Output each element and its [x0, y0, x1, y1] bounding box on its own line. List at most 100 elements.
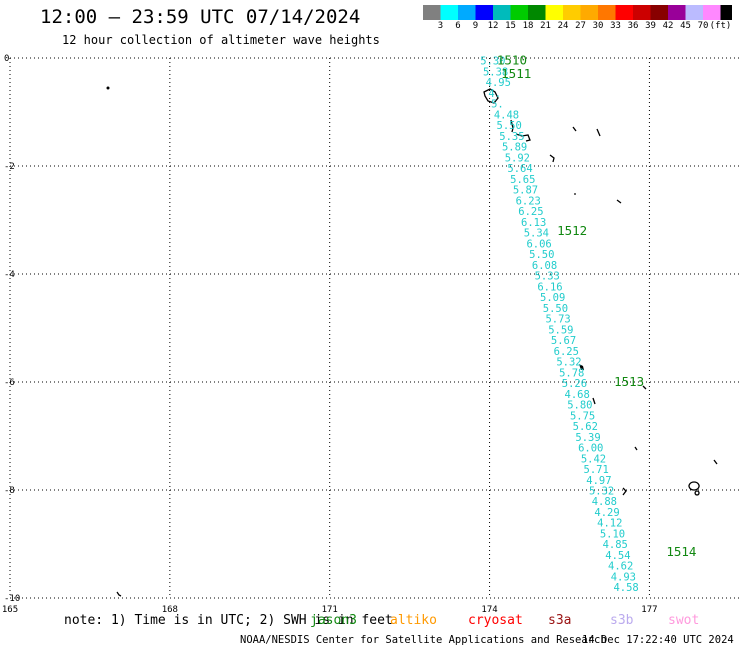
- wave-height-label: 5.26: [562, 378, 587, 390]
- colorbar-swatch: [720, 5, 732, 20]
- wave-height-label: 5.34: [524, 228, 549, 240]
- colorbar-label: 15: [505, 21, 516, 31]
- colorbar-label: 18: [522, 21, 534, 31]
- satellite-s3a: s3a: [548, 613, 572, 628]
- wave-height-label: 5.73: [545, 314, 570, 326]
- wave-height-label: 6.00: [578, 443, 603, 455]
- wave-height-label: 4.48: [494, 109, 519, 121]
- island: [116, 591, 122, 597]
- wave-height-label: 4.12: [597, 518, 622, 530]
- island-outlines: [106, 86, 718, 597]
- wave-height-label: 4.68: [565, 389, 590, 401]
- colorbar-swatch: [440, 5, 458, 20]
- island: [596, 128, 601, 137]
- wave-height-label: 5.33: [535, 271, 560, 283]
- wave-height-label: 5.67: [551, 335, 576, 347]
- colorbar-label: 30: [592, 21, 604, 31]
- colorbar-swatch: [615, 5, 633, 20]
- wave-height-label: 4.58: [613, 582, 638, 594]
- colorbar-swatch: [545, 5, 563, 20]
- island: [572, 126, 577, 132]
- wave-height-label: 4.29: [594, 507, 619, 519]
- lat-tick-label: -8: [4, 486, 15, 496]
- wave-height-label: 4.95: [486, 77, 511, 89]
- colorbar-label: 12: [487, 21, 499, 31]
- colorbar-swatch: [650, 5, 668, 20]
- wave-height-label: 4.88: [592, 496, 617, 508]
- island: [634, 446, 638, 451]
- wave-height-label: 5.: [491, 99, 504, 111]
- lat-tick-label: -10: [4, 594, 20, 604]
- island: [642, 385, 647, 390]
- pass-label: 1512: [557, 223, 587, 238]
- wave-height-label: 6.23: [516, 195, 541, 207]
- wave-height-label: 5.09: [540, 292, 565, 304]
- colorbar-swatch: [668, 5, 686, 20]
- wave-height-label: 5.10: [600, 528, 625, 540]
- wave-height-label: 5.71: [584, 464, 609, 476]
- colorbar-label: (ft): [709, 21, 732, 31]
- colorbar-swatch: [493, 5, 511, 20]
- pass-label: 1510: [497, 53, 527, 68]
- wave-height-colorbar: [423, 5, 732, 20]
- colorbar-label: 33: [610, 21, 621, 31]
- satellite-jason3: jason3: [310, 613, 357, 628]
- page-subtitle: 12 hour collection of altimeter wave hei…: [62, 33, 380, 47]
- wave-height-label: 4.: [488, 88, 501, 100]
- footnote: note: 1) Time is in UTC; 2) SWH is in fe…: [64, 613, 393, 628]
- wave-height-label: 4.85: [603, 539, 628, 551]
- wave-height-label: 6.25: [518, 206, 543, 218]
- colorbar-label: 39: [645, 21, 656, 31]
- colorbar-swatch: [458, 5, 476, 20]
- wave-height-label: 6.08: [532, 260, 557, 272]
- wave-height-label: 5.89: [502, 142, 527, 154]
- lon-tick-label: 174: [481, 605, 497, 612]
- island: [713, 459, 718, 465]
- page-title: 12:00 – 23:59 UTC 07/14/2024: [40, 6, 361, 28]
- lat-tick-label: -6: [4, 378, 15, 388]
- satellite-swot: swot: [668, 613, 700, 628]
- island: [592, 397, 596, 405]
- wave-height-label: 5.75: [570, 410, 595, 422]
- wave-height-label: 5.80: [567, 400, 592, 412]
- wave-height-label: 5.50: [529, 249, 554, 261]
- wave-height-label: 5.65: [510, 174, 535, 186]
- satellite-altiko: altiko: [390, 613, 437, 628]
- wave-height-label: 5.92: [505, 152, 530, 164]
- wave-height-label: 6.13: [521, 217, 546, 229]
- island: [579, 364, 584, 370]
- wave-height-label: 4.93: [611, 571, 636, 583]
- wave-height-label: 5.50: [543, 303, 568, 315]
- wave-height-label: 5.87: [513, 185, 538, 197]
- wave-height-label: 5.32: [589, 485, 614, 497]
- lon-tick-label: 168: [162, 605, 178, 612]
- colorbar-label: 42: [662, 21, 674, 31]
- colorbar-label: 36: [627, 21, 639, 31]
- lat-tick-label: -2: [4, 162, 15, 172]
- wave-height-label: 5.64: [507, 163, 532, 175]
- wave-height-label: 5.32: [556, 357, 581, 369]
- wave-height-label: 5.30: [480, 56, 505, 68]
- island: [106, 86, 110, 90]
- wave-height-label: 6.06: [526, 238, 551, 250]
- wave-height-label: 4.62: [608, 561, 633, 573]
- island: [483, 88, 499, 104]
- lat-tick-label: -4: [4, 270, 15, 280]
- satellite-cryosat: cryosat: [468, 613, 523, 628]
- island: [622, 487, 627, 496]
- colorbar-swatch: [633, 5, 651, 20]
- island: [510, 119, 514, 133]
- wave-height-track: 5.305.384.954.5.4.485.505.355.895.925.64…: [480, 56, 639, 595]
- wave-height-label: 5.39: [575, 432, 600, 444]
- colorbar-swatch: [703, 5, 721, 20]
- lon-tick-label: 177: [641, 605, 657, 612]
- render-timestamp: 14 Dec 17:22:40 UTC 2024: [582, 634, 734, 646]
- island: [616, 199, 622, 204]
- wave-height-label: 5.35: [499, 131, 524, 143]
- island: [515, 133, 531, 142]
- lon-tick-label: 171: [322, 605, 338, 612]
- island: [688, 481, 700, 496]
- pass-label: 1513: [614, 374, 644, 389]
